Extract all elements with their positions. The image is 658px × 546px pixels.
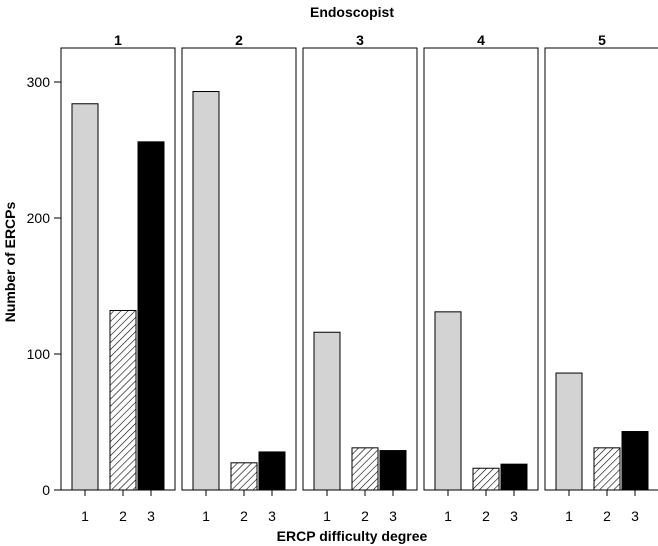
y-axis-label: Number of ERCPs xyxy=(2,202,18,323)
x-axis-label: ERCP difficulty degree xyxy=(277,528,428,544)
bar-panel-4-cat-2 xyxy=(472,467,500,491)
x-tick-label-panel-4-3: 3 xyxy=(510,508,518,524)
bar-panel-1-cat-3 xyxy=(137,141,165,491)
x-tick-label-panel-3-2: 2 xyxy=(361,508,369,524)
bar-panel-4-cat-1 xyxy=(434,311,462,491)
bar-panel-1-cat-2 xyxy=(109,309,137,491)
y-tick-label-100: 100 xyxy=(27,346,51,362)
bar-panel-2-cat-1 xyxy=(192,91,220,491)
bar-panel-5-cat-2 xyxy=(593,447,621,491)
bar-panel-4-cat-3 xyxy=(500,463,528,491)
x-tick-label-panel-1-3: 3 xyxy=(147,508,155,524)
bar-panel-5-cat-1 xyxy=(555,372,583,491)
x-tick-label-panel-5-2: 2 xyxy=(603,508,611,524)
bar-panel-2-cat-2 xyxy=(230,462,258,491)
panel-label-1: 1 xyxy=(114,32,122,48)
x-tick-label-panel-2-1: 1 xyxy=(202,508,210,524)
x-tick-label-panel-5-3: 3 xyxy=(631,508,639,524)
bar-panel-2-cat-3 xyxy=(258,451,286,491)
x-tick-label-panel-2-2: 2 xyxy=(240,508,248,524)
bar-panel-3-cat-3 xyxy=(379,450,407,491)
x-tick-label-panel-3-1: 1 xyxy=(323,508,331,524)
y-tick-label-200: 200 xyxy=(27,210,51,226)
x-tick-label-panel-1-1: 1 xyxy=(81,508,89,524)
bar-panel-5-cat-3 xyxy=(621,431,649,491)
x-tick-label-panel-1-2: 2 xyxy=(119,508,127,524)
x-tick-label-panel-4-2: 2 xyxy=(482,508,490,524)
x-tick-label-panel-2-3: 3 xyxy=(268,508,276,524)
x-tick-label-panel-4-1: 1 xyxy=(444,508,452,524)
panel-label-2: 2 xyxy=(235,32,243,48)
y-tick-label-300: 300 xyxy=(27,74,51,90)
bar-panel-3-cat-2 xyxy=(351,447,379,491)
bar-panel-1-cat-1 xyxy=(71,103,99,491)
chart-title: Endoscopist xyxy=(310,4,394,20)
plot-area: 0 100 200 300 1 1 2 3 2 1 2 3 3 1 2 3 4 1 2 3 5 1 2 3 xyxy=(27,32,658,524)
panel-label-3: 3 xyxy=(356,32,364,48)
x-tick-label-panel-5-1: 1 xyxy=(565,508,573,524)
bar-panel-3-cat-1 xyxy=(313,331,341,491)
panel-label-4: 4 xyxy=(477,32,485,48)
panel-label-5: 5 xyxy=(598,32,606,48)
y-tick-label-0: 0 xyxy=(42,482,50,498)
x-tick-label-panel-3-3: 3 xyxy=(389,508,397,524)
